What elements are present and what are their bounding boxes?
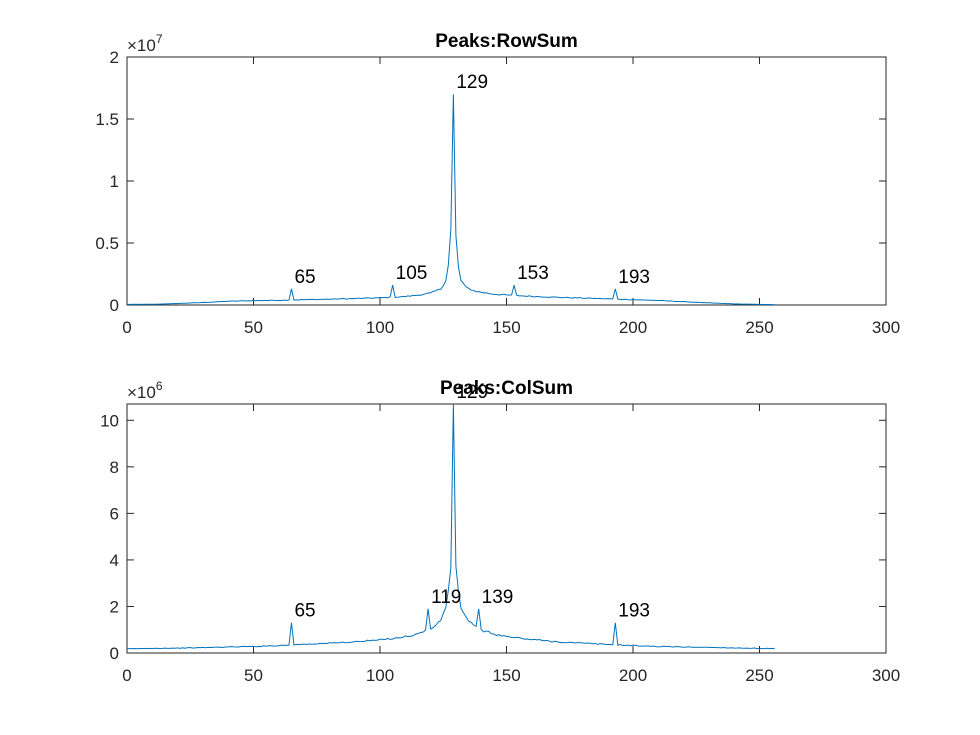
subplot-1: 0 50 100 150 200 250 300 0 0.5 1 1.5 2 ×107 Peaks:Row… — [95, 31, 900, 337]
y-tick-label: 0 — [110, 644, 119, 663]
peak-label-129: 129 — [456, 382, 488, 403]
x-tick-label: 200 — [619, 666, 647, 685]
peak-label-65: 65 — [294, 267, 315, 288]
x-tick-label: 300 — [872, 318, 900, 337]
x-tick-label: 200 — [619, 318, 647, 337]
x-tick-label: 250 — [745, 318, 773, 337]
y-tick-label: 10 — [100, 411, 119, 430]
y-multiplier-base: ×10 — [127, 383, 156, 402]
y-multiplier-exponent: 7 — [156, 32, 163, 46]
y-tick-label: 6 — [110, 504, 119, 523]
series-line — [126, 403, 775, 650]
peak-label-139: 139 — [482, 587, 514, 608]
peak-label-193: 193 — [618, 601, 650, 622]
y-multiplier: ×107 — [127, 32, 163, 55]
y-tick-label: 1.5 — [95, 110, 119, 129]
plot-area — [126, 56, 887, 306]
series-line — [126, 94, 775, 306]
y-multiplier-exponent: 6 — [156, 379, 163, 393]
plot-area — [126, 403, 887, 654]
peak-label-129: 129 — [456, 72, 488, 93]
y-tick-label: 0 — [110, 296, 119, 315]
peak-label-65: 65 — [294, 601, 315, 622]
x-tick-label: 0 — [122, 666, 131, 685]
x-tick-label: 100 — [366, 318, 394, 337]
x-tick-label: 50 — [244, 666, 263, 685]
y-tick-label: 1 — [110, 172, 119, 191]
x-tick-label: 100 — [366, 666, 394, 685]
y-tick-label: 2 — [110, 597, 119, 616]
chart-title: Peaks:RowSum — [435, 31, 578, 52]
y-tick-label: 2 — [110, 48, 119, 67]
y-multiplier: ×106 — [127, 379, 163, 402]
chart-title: Peaks:ColSum — [440, 378, 573, 399]
x-tick-label: 150 — [492, 666, 520, 685]
peak-label-193: 193 — [618, 267, 650, 288]
x-tick-label: 150 — [492, 318, 520, 337]
peak-label-105: 105 — [396, 263, 428, 284]
peak-label-119: 119 — [431, 587, 461, 608]
y-tick-label: 0.5 — [95, 234, 119, 253]
y-tick-label: 4 — [110, 551, 119, 570]
x-tick-label: 50 — [244, 318, 263, 337]
y-tick-label: 8 — [110, 458, 119, 477]
x-tick-label: 0 — [122, 318, 131, 337]
x-tick-label: 300 — [872, 666, 900, 685]
x-tick-label: 250 — [745, 666, 773, 685]
peak-label-153: 153 — [517, 263, 549, 284]
y-multiplier-base: ×10 — [127, 36, 156, 55]
